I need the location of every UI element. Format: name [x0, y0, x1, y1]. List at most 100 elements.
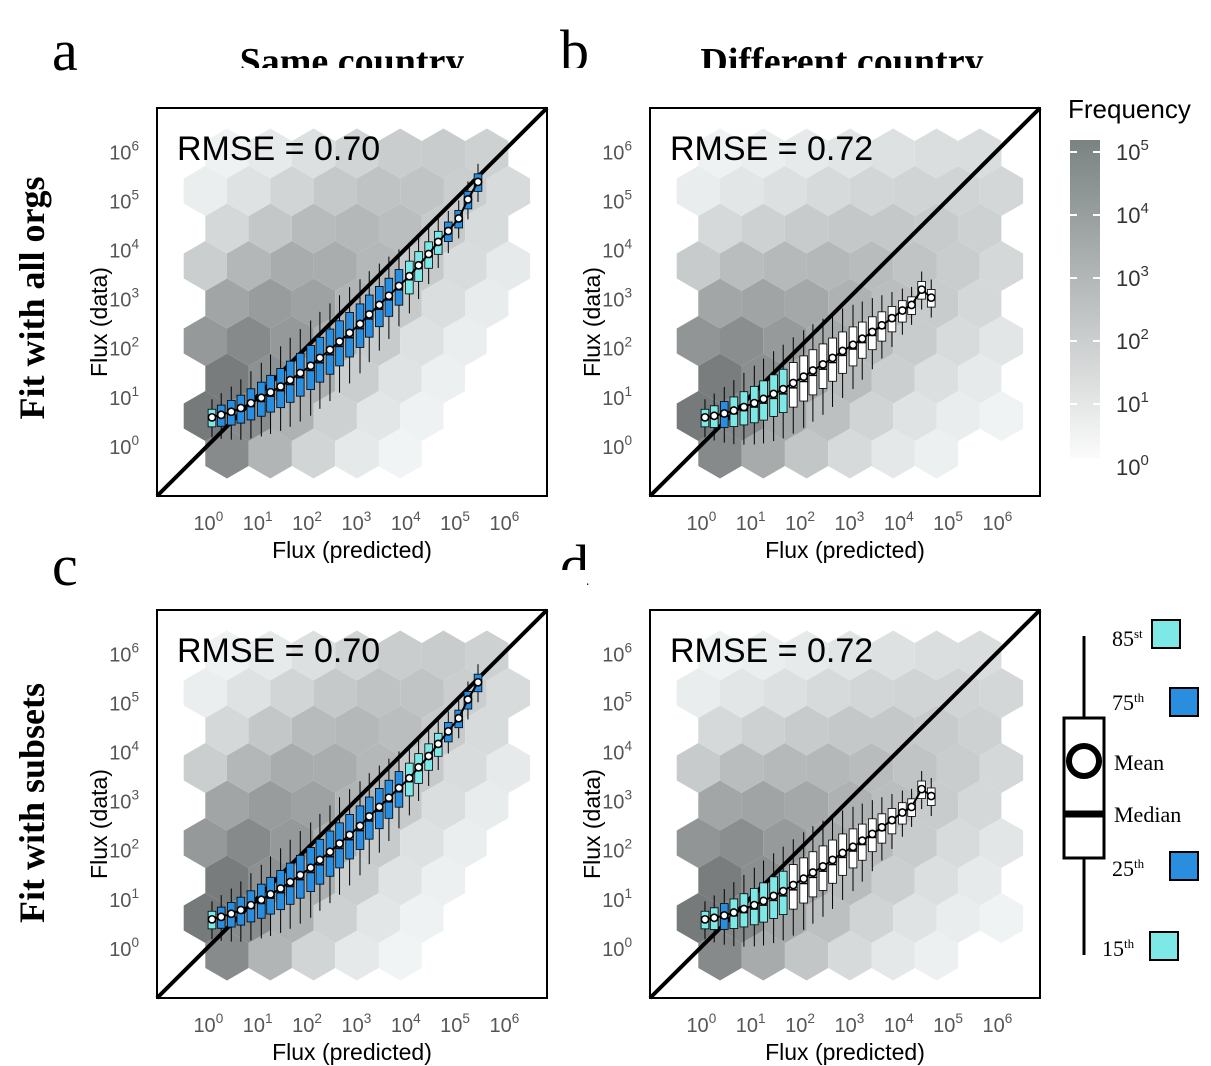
mean-point: [828, 855, 837, 865]
mean-point: [266, 387, 275, 397]
hexbin-cell: [356, 391, 401, 441]
hexbin-cell: [313, 893, 357, 943]
y-axis-label: Flux (data): [86, 769, 112, 879]
hexbin-cell: [335, 930, 379, 981]
mean-point: [749, 900, 759, 910]
mean-point: [345, 830, 355, 840]
hexbin-cell: [849, 391, 894, 441]
hexbin-cell: [205, 353, 249, 404]
hexbin-cell: [270, 668, 314, 718]
x-tick-label: 101: [736, 509, 766, 535]
mean-point: [769, 389, 779, 399]
hexbin-cell: [806, 391, 850, 441]
hexbin-cell: [698, 428, 742, 479]
hexbin-cell: [720, 743, 764, 793]
y-tick-label: 100: [602, 935, 632, 961]
hexbin-cell: [227, 743, 271, 793]
x-tick-label: 104: [391, 1011, 421, 1037]
mean-point: [276, 382, 286, 391]
y-tick-label: 102: [109, 335, 139, 361]
hexbin-cell: [400, 166, 444, 216]
x-tick-label: 105: [933, 1011, 963, 1037]
mean-point: [818, 861, 828, 871]
y-tick-label: 103: [602, 286, 632, 312]
mean-point: [788, 378, 798, 388]
mean-point: [276, 884, 286, 893]
diagonal-line: [155, 106, 549, 498]
colorbar-ticks: 105 104 103 102 101 100: [1070, 137, 1149, 480]
mean-point: [414, 260, 423, 270]
hexbin-cell: [335, 855, 379, 906]
mean-point: [917, 784, 927, 794]
hexbin-cell: [979, 241, 1024, 291]
x-tick-label: 103: [341, 1011, 371, 1037]
mean-point: [719, 409, 729, 418]
hexbin-cell: [720, 668, 764, 718]
mask-bottom: [610, 998, 1080, 1038]
hexbin-cell: [698, 930, 742, 981]
mean-point: [433, 237, 443, 247]
hexbin-cell: [936, 241, 980, 291]
hexbin-cell: [828, 428, 872, 479]
hexbin-cell: [828, 630, 872, 681]
hexbin-cell: [698, 705, 742, 756]
hexbin-cell: [979, 316, 1024, 366]
hexbin-cell: [486, 743, 531, 793]
hexbin-cell: [248, 705, 292, 756]
y-tick-label: 106: [109, 640, 139, 666]
mean-point: [887, 313, 897, 323]
boxplot-layer: [700, 271, 936, 445]
mean-point: [709, 913, 719, 923]
hexbin-cell: [421, 278, 466, 329]
hexbin-cell: [248, 128, 292, 179]
mask-top: [117, 68, 587, 108]
y-axis-label: Flux (data): [579, 769, 605, 879]
hexbin-cell: [443, 241, 487, 291]
hexbin-cell: [784, 203, 829, 254]
hexbin-layer: [676, 128, 1024, 479]
hexbin-cell: [183, 743, 227, 793]
hexbin-cell: [421, 705, 466, 756]
mean-point: [887, 815, 897, 825]
mean-point: [207, 412, 217, 422]
hexbin-cell: [270, 743, 314, 793]
colorbar-title: Frequency: [1068, 94, 1191, 124]
hexbin-cell: [291, 428, 336, 479]
hexbin-cell: [893, 166, 937, 216]
hexbin-cell: [806, 668, 850, 718]
mask-left: [117, 570, 157, 1038]
hexbin-cell: [720, 316, 764, 366]
hexbin-cell: [183, 241, 227, 291]
hexbin-cell: [698, 780, 742, 831]
hexbin-cell: [936, 316, 980, 366]
hexbin-cell: [335, 705, 379, 756]
mean-point: [207, 914, 217, 924]
mean-point: [877, 822, 887, 832]
diagonal-line: [648, 608, 1042, 1000]
x-tick-label: 101: [243, 509, 273, 535]
hexbin-cell: [486, 668, 531, 718]
hexbin-cell: [871, 630, 915, 681]
hexbin-cell: [676, 668, 720, 718]
hexbin-cell: [291, 630, 336, 681]
y-tick-label: 104: [109, 739, 139, 765]
mean-point: [443, 726, 453, 736]
hexbin-cell: [979, 668, 1024, 718]
mean-point: [700, 412, 710, 422]
hexbin-cell: [205, 630, 249, 681]
hexbin-cell: [720, 241, 764, 291]
mask-bottom: [117, 998, 587, 1038]
hexbin-cell: [421, 353, 466, 404]
x-tick-label: 104: [391, 509, 421, 535]
hexbin-cell: [958, 705, 1002, 756]
hexbin-cell: [465, 128, 509, 179]
hexbin-cell: [698, 353, 742, 404]
hexbin-cell: [676, 391, 720, 441]
x-tick-label: 102: [292, 509, 322, 535]
legend-swatch-85: [1151, 619, 1181, 649]
hexbin-cell: [698, 203, 742, 254]
x-tick-label: 101: [736, 1011, 766, 1037]
x-tick-label: 100: [193, 509, 223, 535]
hexbin-cell: [205, 930, 249, 981]
mean-point: [424, 751, 434, 761]
